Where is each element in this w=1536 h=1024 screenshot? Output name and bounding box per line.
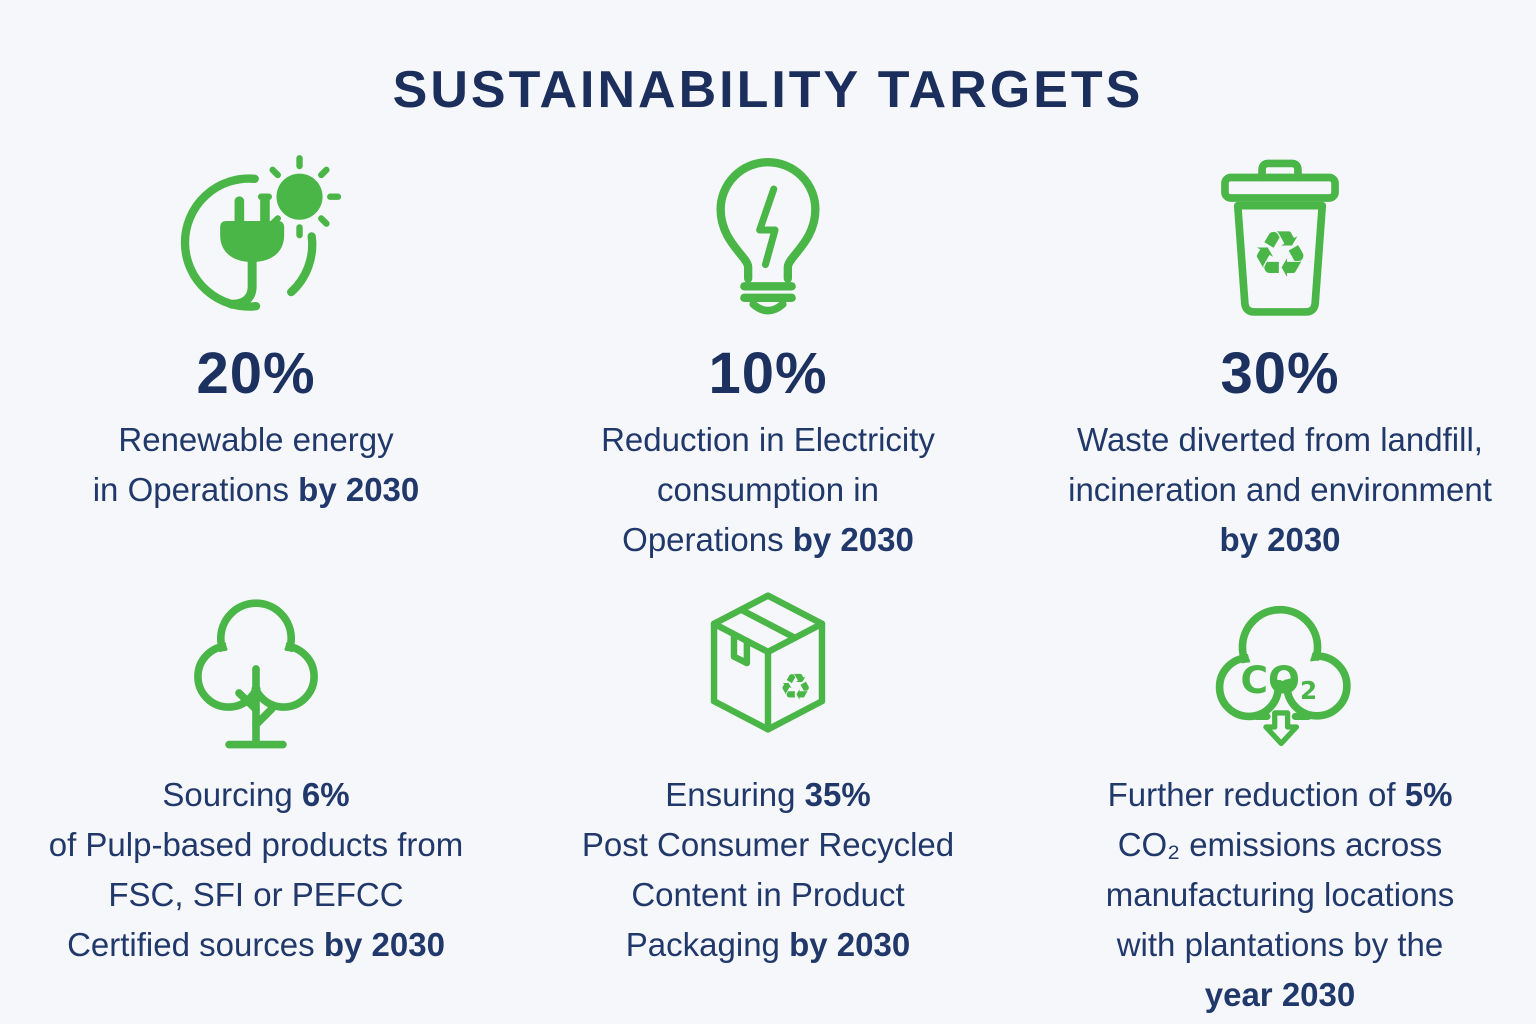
card-caption: Further reduction of 5% CO₂ emissions acr…: [1106, 770, 1455, 1020]
caption-segment: with plantations by the: [1116, 926, 1444, 963]
caption-line: Post Consumer Recycled: [582, 820, 954, 870]
caption-segment: in Operations: [92, 471, 299, 508]
card-recycled-packaging: ♻ Ensuring 35% Post Consumer Recycled Cont…: [512, 558, 1024, 1020]
caption-line: Content in Product: [582, 870, 954, 920]
caption-line: in Operations by 2030: [93, 465, 420, 515]
card-caption: Reduction in Electricity consumption in Op…: [601, 415, 935, 565]
caption-line: CO₂ emissions across: [1106, 820, 1455, 870]
caption-line: incineration and environment: [1068, 465, 1492, 515]
caption-segment-bold: 5%: [1404, 776, 1453, 813]
caption-line: consumption in: [601, 465, 935, 515]
caption-line: manufacturing locations: [1106, 870, 1455, 920]
recycle-symbol: ♻: [1251, 219, 1308, 293]
caption-line: Waste diverted from landfill,: [1068, 415, 1492, 465]
caption-segment-bold: by 2030: [789, 926, 911, 963]
caption-segment: Further reduction of: [1107, 776, 1405, 813]
caption-segment: Sourcing: [162, 776, 302, 813]
caption-line: Reduction in Electricity: [601, 415, 935, 465]
card-certified-sourcing: Sourcing 6% of Pulp-based products from FS…: [0, 558, 512, 1020]
recycle-symbol: ♻: [779, 665, 812, 708]
caption-segment: consumption in: [657, 471, 879, 508]
card-caption: Ensuring 35% Post Consumer Recycled Conten…: [582, 770, 954, 970]
caption-segment-bold: 35%: [804, 776, 871, 813]
caption-line: year 2030: [1106, 970, 1455, 1020]
caption-line: with plantations by the: [1106, 920, 1455, 970]
caption-line: of Pulp-based products from: [49, 820, 464, 870]
stat-value: 20%: [196, 341, 316, 406]
caption-line: FSC, SFI or PEFCC: [49, 870, 464, 920]
caption-line: Certified sources by 2030: [49, 920, 464, 970]
caption-segment-bold: 6%: [301, 776, 350, 813]
card-caption: Renewable energy in Operations by 2030: [93, 415, 420, 515]
caption-segment: Operations: [622, 521, 793, 558]
caption-segment: Reduction in Electricity: [601, 421, 935, 458]
caption-line: Ensuring 35%: [582, 770, 954, 820]
icon-box: [672, 134, 864, 326]
card-caption: Sourcing 6% of Pulp-based products from FS…: [49, 770, 464, 970]
caption-line: Packaging by 2030: [582, 920, 954, 970]
icon-box: CO2: [1192, 578, 1368, 754]
card-renewable-energy: 20% Renewable energy in Operations by 203…: [0, 126, 512, 558]
caption-segment: Packaging: [625, 926, 790, 963]
caption-segment-bold: by 2030: [323, 926, 445, 963]
caption-segment: Renewable energy: [118, 421, 394, 458]
caption-segment: CO₂ emissions across: [1117, 826, 1443, 863]
caption-segment: FSC, SFI or PEFCC: [108, 876, 404, 913]
targets-grid: 20% Renewable energy in Operations by 203…: [0, 126, 1536, 1020]
caption-segment: Content in Product: [631, 876, 905, 913]
caption-segment: incineration and environment: [1068, 471, 1492, 508]
recycle-bin-icon: ♻: [1221, 159, 1339, 316]
page-title: SUSTAINABILITY TARGETS: [392, 61, 1144, 119]
card-waste-diversion: ♻ 30% Waste diverted from landfill, incin…: [1024, 126, 1536, 558]
icon-box: [160, 134, 352, 326]
caption-segment-bold: by 2030: [792, 521, 914, 558]
lightbulb-bolt-icon: [716, 158, 820, 315]
caption-line: Sourcing 6%: [49, 770, 464, 820]
card-co2-reduction: CO2 Further reduction of 5% CO₂ emissions…: [1024, 558, 1536, 1020]
caption-segment-bold: year 2030: [1204, 976, 1356, 1013]
icon-box: ♻: [1184, 134, 1376, 326]
co2-cloud-icon: CO2: [1215, 605, 1351, 747]
caption-segment: Post Consumer Recycled: [581, 826, 955, 863]
caption-line: by 2030: [1068, 515, 1492, 565]
caption-segment: Waste diverted from landfill,: [1077, 421, 1483, 458]
icon-box: [168, 578, 344, 754]
stat-value: 30%: [1220, 341, 1340, 406]
caption-line: Operations by 2030: [601, 515, 935, 565]
co2-label: CO2: [1241, 658, 1318, 705]
stat-value: 10%: [708, 341, 828, 406]
icon-box: ♻: [680, 578, 856, 754]
card-caption: Waste diverted from landfill, incineratio…: [1068, 415, 1492, 565]
tree-icon: [194, 599, 318, 749]
card-electricity-reduction: 10% Reduction in Electricity consumption …: [512, 126, 1024, 558]
caption-segment-bold: by 2030: [1219, 521, 1341, 558]
caption-segment: of Pulp-based products from: [48, 826, 464, 863]
caption-line: Renewable energy: [93, 415, 420, 465]
caption-segment: Certified sources: [67, 926, 324, 963]
caption-segment-bold: by 2030: [298, 471, 420, 508]
plug-sun-icon: [180, 155, 342, 311]
caption-segment: Ensuring: [665, 776, 805, 813]
recycled-box-icon: ♻: [710, 592, 826, 733]
caption-line: Further reduction of 5%: [1106, 770, 1455, 820]
caption-segment: manufacturing locations: [1105, 876, 1455, 913]
